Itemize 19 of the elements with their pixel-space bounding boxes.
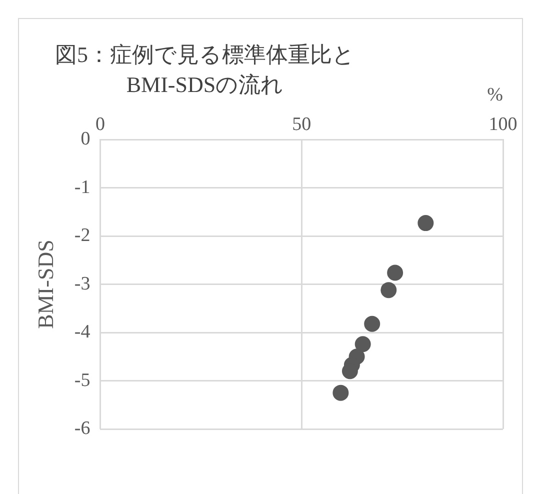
- point: [387, 264, 404, 281]
- point: [380, 282, 397, 298]
- x-tick-label: 0: [95, 114, 105, 136]
- x-axis-title: %: [487, 84, 504, 106]
- point: [332, 384, 349, 401]
- point: [354, 336, 371, 352]
- chart-title: 図5：症例で見る標準体重比と BMI-SDSの流れ: [54, 41, 356, 99]
- y-tick-label: -6: [74, 418, 90, 439]
- point: [418, 215, 434, 232]
- point: [364, 316, 380, 332]
- y-tick-label: -4: [74, 322, 91, 343]
- y-tick-label: -1: [74, 176, 90, 198]
- y-tick-label: -5: [74, 370, 90, 391]
- y-axis-title: BMI-SDS: [32, 240, 58, 329]
- y-tick-label: -3: [74, 273, 90, 294]
- y-tick-label: -2: [74, 225, 90, 246]
- x-tick-label: 100: [488, 114, 518, 136]
- x-tick-label: 50: [292, 114, 312, 136]
- y-tick-label: 0: [80, 128, 90, 150]
